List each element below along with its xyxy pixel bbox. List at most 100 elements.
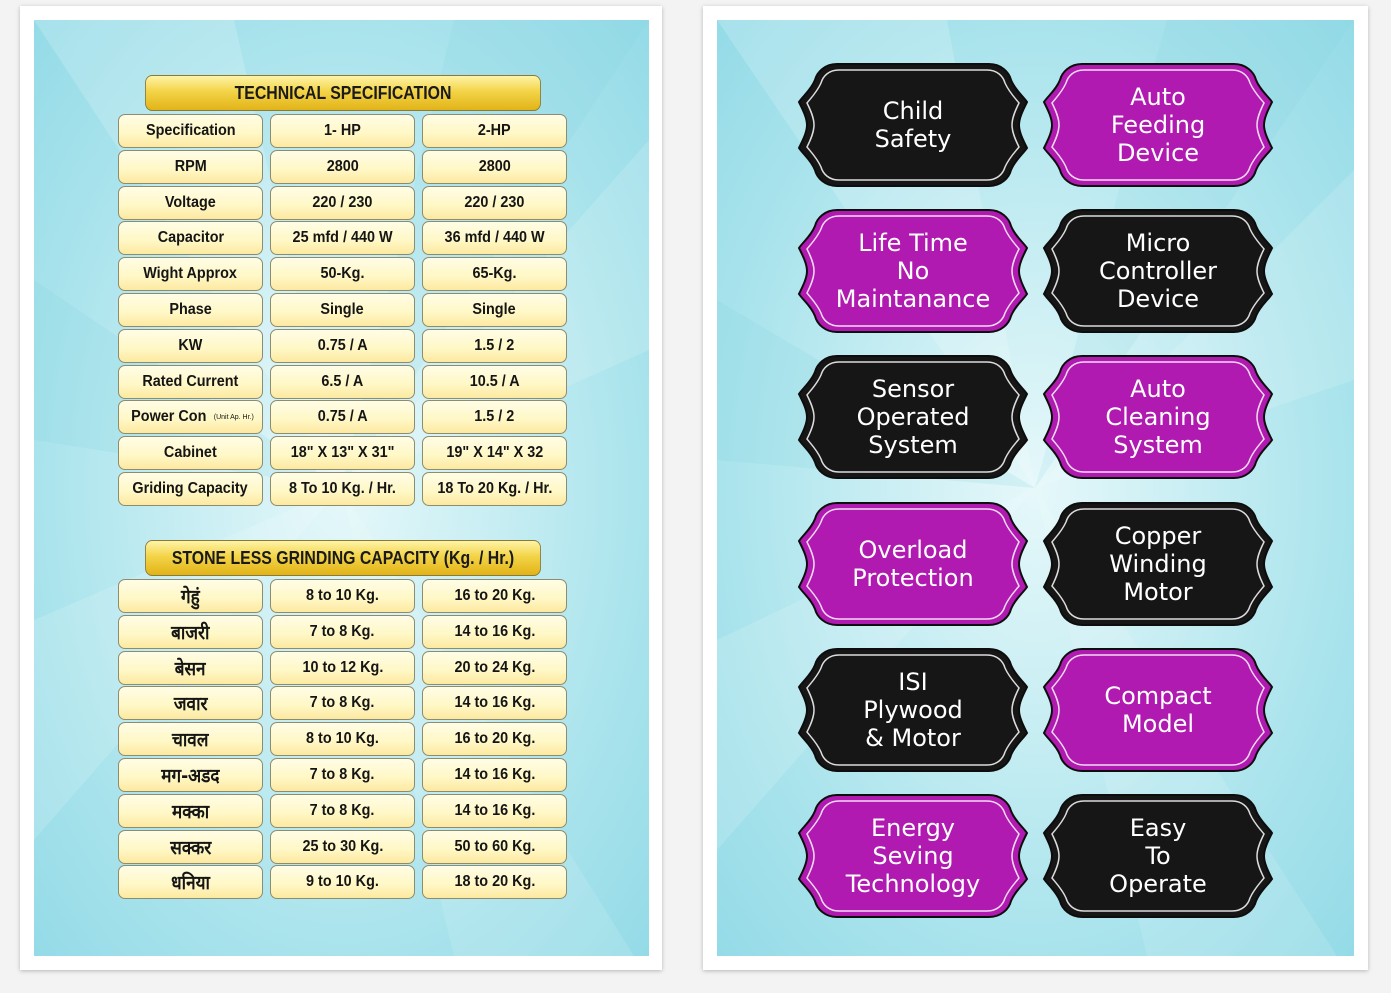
spec-2hp-cell: 65-Kg.	[422, 257, 567, 292]
spec-1hp-cell: 6.5 / A	[270, 364, 415, 399]
grain-name-cell: मक्का	[118, 793, 263, 828]
spec-label-cell-text: Specification	[145, 122, 236, 139]
spec-label-cell-text: Phase	[169, 301, 212, 318]
grinding-2hp-cell-text: 50 to 60 Kg.	[454, 837, 535, 855]
spec-1hp-cell: 0.75 / A	[270, 400, 415, 435]
feature-badge-life-time-no-maintanance: Life Time No Maintanance	[797, 204, 1029, 338]
grinding-1hp-cell: 9 to 10 Kg.	[270, 865, 415, 900]
spec-row: Power Con (Unit Ap. Hr.) 0.75 / A 1.5 / 2	[118, 400, 568, 435]
spec-label-cell: Specification	[118, 114, 263, 148]
spec-2hp-cell: 2-HP	[422, 114, 567, 148]
spec-1hp-cell-text: 2800	[326, 157, 359, 175]
grinding-2hp-cell: 14 to 16 Kg.	[422, 614, 567, 649]
grain-name-cell-text: मग-अडद	[161, 765, 220, 787]
spec-label-note: (Unit Ap. Hr.)	[213, 413, 254, 421]
grinding-row: जवार 7 to 8 Kg. 14 to 16 Kg.	[118, 686, 568, 721]
feature-badge-copper-winding-motor: Copper Winding Motor	[1042, 497, 1274, 631]
grinding-2hp-cell: 50 to 60 Kg.	[422, 829, 567, 864]
badge-frame-shape	[797, 648, 1029, 772]
feature-label: Child Safety	[874, 97, 952, 153]
grinding-1hp-cell: 25 to 30 Kg.	[270, 829, 415, 864]
spec-1hp-cell: 1- HP	[270, 114, 415, 148]
grinding-1hp-cell: 7 to 8 Kg.	[270, 793, 415, 828]
grinding-capacity-title: STONE LESS GRINDING CAPACITY (Kg. / Hr.)	[145, 540, 541, 576]
grain-name-cell-text: बेसन	[175, 657, 206, 680]
badge-frame-shape	[797, 502, 1029, 626]
feature-badge-micro-controller-device: Micro Controller Device	[1042, 204, 1274, 338]
spec-2hp-cell: 220 / 230	[422, 185, 567, 220]
grinding-1hp-cell-text: 10 to 12 Kg.	[302, 658, 383, 676]
grain-name-cell: जवार	[118, 686, 263, 721]
feature-badge-energy-seving-technology: Energy Seving Technology	[797, 789, 1029, 923]
badge-frame-shape	[1042, 355, 1274, 479]
grain-name-cell-text: सक्कर	[169, 836, 212, 859]
grain-name-cell-text: बाजरी	[171, 621, 210, 644]
feature-label: Sensor Operated System	[856, 375, 970, 459]
spec-row: Cabinet 18" X 13" X 31" 19" X 14" X 32	[118, 436, 568, 471]
grinding-row: सक्कर 25 to 30 Kg. 50 to 60 Kg.	[118, 829, 568, 864]
spec-1hp-cell-text: 8 To 10 Kg. / Hr.	[289, 480, 396, 497]
grinding-row: गेहुं 8 to 10 Kg. 16 to 20 Kg.	[118, 579, 568, 613]
grinding-2hp-cell: 16 to 20 Kg.	[422, 579, 567, 613]
spec-2hp-cell-text: 10.5 / A	[469, 372, 520, 390]
grinding-1hp-cell-text: 7 to 8 Kg.	[310, 766, 375, 783]
feature-badge-compact-model: Compact Model	[1042, 643, 1274, 777]
feature-label: Overload Protection	[852, 536, 974, 592]
spec-label-cell-text: Voltage	[165, 193, 216, 211]
feature-label: Life Time No Maintanance	[835, 229, 991, 313]
spec-label-cell: Voltage	[118, 185, 263, 220]
grain-name-cell: बाजरी	[118, 614, 263, 649]
spec-2hp-cell-text: 1.5 / 2	[474, 408, 515, 426]
grinding-1hp-cell-text: 8 to 10 Kg.	[306, 587, 379, 604]
feature-badge-child-safety: Child Safety	[797, 58, 1029, 192]
spec-2hp-cell: 1.5 / 2	[422, 400, 567, 435]
spec-1hp-cell: 2800	[270, 149, 415, 184]
spec-2hp-cell: 18 To 20 Kg. / Hr.	[422, 472, 567, 506]
spec-row: Phase Single Single	[118, 293, 568, 327]
spec-1hp-cell-text: 0.75 / A	[317, 408, 368, 426]
grinding-2hp-cell-text: 18 to 20 Kg.	[454, 873, 535, 891]
technical-specification-title: TECHNICAL SPECIFICATION	[145, 75, 541, 111]
spec-label-cell-text: Capacitor	[157, 229, 224, 247]
spec-label-cell: Rated Current	[118, 364, 263, 399]
grinding-1hp-cell-text: 7 to 8 Kg.	[310, 694, 375, 712]
spec-2hp-cell-text: 220 / 230	[464, 193, 525, 211]
spec-2hp-cell: Single	[422, 293, 567, 327]
grain-name-cell-text: गेहुं	[181, 586, 200, 608]
features-panel: Child Safety Auto Feeding Device Life Time…	[717, 20, 1354, 956]
badge-frame-shape	[797, 63, 1029, 187]
grinding-row: बेसन 10 to 12 Kg. 20 to 24 Kg.	[118, 650, 568, 685]
spec-1hp-cell: 50-Kg.	[270, 257, 415, 292]
spec-label-cell-text: Rated Current	[142, 372, 239, 390]
feature-label: ISI Plywood & Motor	[863, 668, 963, 752]
grinding-1hp-cell: 10 to 12 Kg.	[270, 650, 415, 685]
grain-name-cell: सक्कर	[118, 829, 263, 864]
spec-label-cell: Phase	[118, 293, 263, 327]
spec-1hp-cell-text: 18" X 13" X 31"	[290, 444, 395, 462]
grain-name-cell-text: मक्का	[171, 800, 210, 823]
spec-1hp-cell-text: 6.5 / A	[321, 372, 364, 390]
feature-label: Compact Model	[1104, 682, 1212, 738]
grinding-row: धनिया 9 to 10 Kg. 18 to 20 Kg.	[118, 865, 568, 900]
grain-name-cell: चावल	[118, 722, 263, 757]
spec-1hp-cell: 0.75 / A	[270, 328, 415, 363]
grinding-2hp-cell: 16 to 20 Kg.	[422, 722, 567, 757]
spec-2hp-cell-text: 65-Kg.	[472, 265, 517, 283]
spec-1hp-cell-text: 0.75 / A	[317, 336, 368, 354]
feature-badge-overload-protection: Overload Protection	[797, 497, 1029, 631]
spec-2hp-cell-text: 18 To 20 Kg. / Hr.	[437, 480, 552, 497]
badge-frame-shape	[797, 209, 1029, 333]
spec-row: Wight Approx 50-Kg. 65-Kg.	[118, 257, 568, 292]
feature-label: Micro Controller Device	[1098, 229, 1218, 313]
grinding-2hp-cell: 14 to 16 Kg.	[422, 793, 567, 828]
spec-2hp-cell: 2800	[422, 149, 567, 184]
spec-2hp-cell: 36 mfd / 440 W	[422, 221, 567, 256]
badge-frame-shape	[1042, 794, 1274, 918]
grain-name-cell: मग-अडद	[118, 758, 263, 792]
badge-frame-shape	[1042, 648, 1274, 772]
spec-label-cell: Wight Approx	[118, 257, 263, 292]
spec-row: Griding Capacity 8 To 10 Kg. / Hr. 18 To 2…	[118, 472, 568, 506]
grain-name-cell-text: धनिया	[171, 872, 210, 895]
feature-label: Auto Feeding Device	[1110, 83, 1206, 167]
grinding-1hp-cell: 7 to 8 Kg.	[270, 614, 415, 649]
